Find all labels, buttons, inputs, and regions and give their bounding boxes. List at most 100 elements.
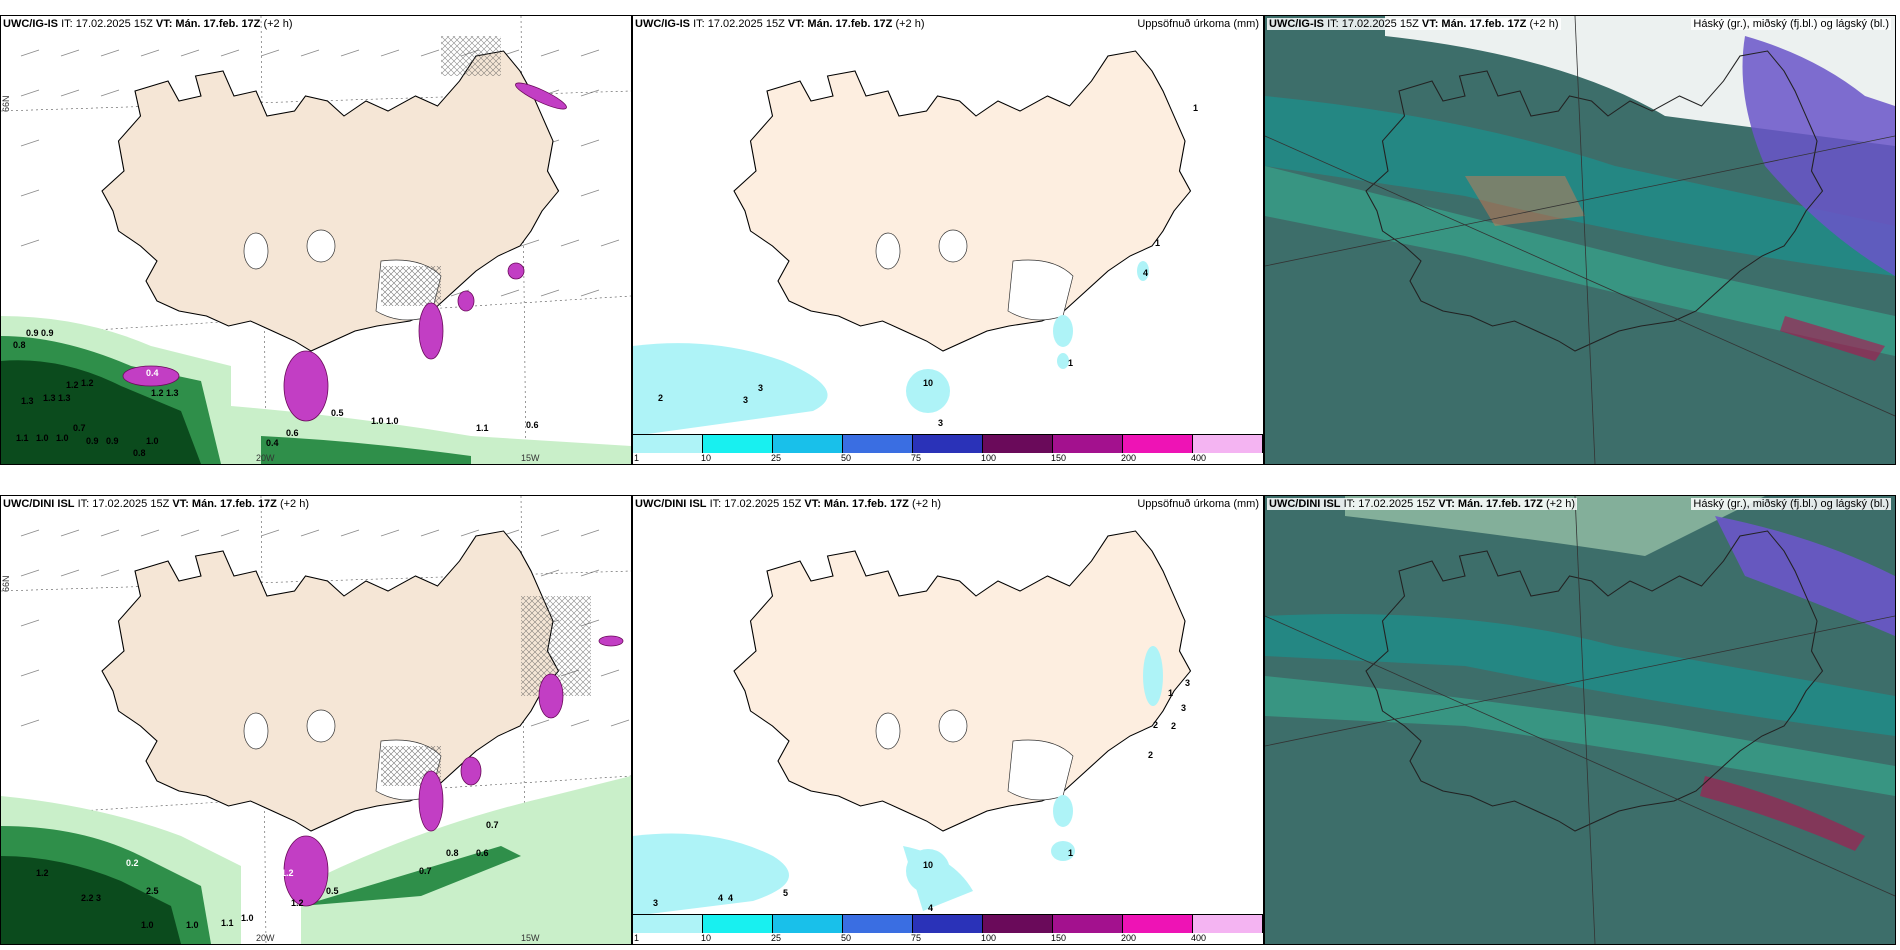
wind-label: 1.2 [66,380,79,390]
wind-label: 1.0 [241,913,254,923]
hatched-area [381,266,441,306]
precip-area [633,343,828,436]
lon-label-15w: 15W [521,453,540,463]
cb-swatch [1053,915,1123,933]
wind-value-labels: 1.2 0.2 2.2 3 2.5 1.0 1.0 1.2 1.0 0.5 0.… [36,820,499,930]
cb-tick: 1 [634,933,640,943]
cloud-band [1265,676,1895,796]
cb-swatch [1123,915,1193,933]
cb-tick: 75 [911,453,922,463]
clear-sky-area [1345,496,1765,556]
wind-map-panel-top: UWC/IG-IS IT: 17.02.2025 15Z VT: Mán. 17… [0,15,632,465]
cloud-band [1265,166,1895,356]
wind-label: 0.7 [419,866,432,876]
cb-tick: 100 [981,453,997,463]
panel-header: UWC/DINI ISL IT: 17.02.2025 15Z VT: Mán.… [635,498,942,510]
cb-tick: 25 [771,453,782,463]
cloud-title: Háský (gr.), miðský (fj.bl.) og lágský (… [1691,18,1891,30]
wind-label: 0.4 [266,438,279,448]
magenta-cells [283,635,624,907]
green-bands [1,776,631,944]
wind-label: 1.0 [36,433,49,443]
precip-label: 1 [1193,103,1198,113]
magenta-cells [122,82,567,422]
cb-swatch [773,435,843,453]
wind-value-labels: 0.9 0.9 0.8 0.4 1.3 1.2 1.3 1.3 1.2 1.3 … [13,328,539,458]
wind-map-svg: 0.9 0.9 0.8 0.4 1.3 1.2 1.3 1.3 1.2 1.3 … [1,16,631,464]
precip-label: 2 [1171,721,1176,731]
cb-swatch [843,915,913,933]
wind-label: 0.6 [526,420,539,430]
precip-label: 2 [658,393,663,403]
cloud-highlight [1465,176,1585,226]
cb-tick: 150 [1051,453,1067,463]
cb-swatch [773,915,843,933]
wind-map-panel-bottom: UWC/DINI ISL IT: 17.02.2025 15Z VT: Mán.… [0,495,632,945]
cb-swatch [913,915,983,933]
precip-label: 3 [1185,678,1190,688]
lon-label-15w: 15W [521,933,540,943]
wind-label: 0.2 [126,858,139,868]
cb-swatch [913,435,983,453]
wind-map-svg: 1.2 0.2 2.2 3 2.5 1.0 1.0 1.2 1.0 0.5 0.… [1,496,631,944]
wind-label: 0.5 [331,408,344,418]
precip-title: Uppsöfnuð úrkoma (mm) [1137,498,1259,510]
cb-swatch [843,435,913,453]
cloud-highlight [1780,316,1885,361]
cb-swatch [633,915,703,933]
wind-label: 1.2 [281,868,294,878]
lat-label-66n: 66N [1,575,11,592]
cb-swatch [633,435,703,453]
wind-label: 0.9 [106,436,119,446]
glaciers [875,229,1074,321]
wind-label: 1.3 1.3 [43,393,71,403]
wind-label: 1.2 [81,378,94,388]
cloud-title: Háský (gr.), miðský (fj.bl.) og lágský (… [1691,498,1891,510]
cb-tick: 50 [841,453,852,463]
panel-header: UWC/DINI ISL IT: 17.02.2025 15Z VT: Mán.… [1267,498,1578,510]
precip-map-panel-top: UWC/IG-IS IT: 17.02.2025 15Z VT: Mán. 17… [632,15,1264,465]
cb-tick: 150 [1051,933,1067,943]
precip-colorbar: 1 10 25 50 75 100 150 200 400 [633,434,1263,464]
precip-label: 1 [1068,358,1073,368]
wind-label: 0.8 [13,340,26,350]
precip-label: 2 [1153,720,1158,730]
precip-label: 1 [1155,238,1160,248]
iceland-landmass [101,50,560,352]
precip-patches [906,261,1149,413]
cb-tick: 10 [701,453,712,463]
wind-label: 1.2 1.3 [151,388,179,398]
precip-map-svg: 1 1 4 2 3 3 10 3 1 [633,50,1198,436]
lon-label-20w: 20W [256,453,275,463]
precip-patches [906,646,1163,893]
glaciers [875,709,1074,801]
wind-label: 0.6 [286,428,299,438]
cloud-map-panel-top: UWC/IG-IS IT: 17.02.2025 15Z VT: Mán. 17… [1264,15,1896,465]
cb-swatch [983,435,1053,453]
panel-header: UWC/IG-IS IT: 17.02.2025 15Z VT: Mán. 17… [3,18,293,30]
precip-map-panel-bottom: UWC/DINI ISL IT: 17.02.2025 15Z VT: Mán.… [632,495,1264,945]
precip-label: 3 [938,418,943,428]
iceland-landmass [733,50,1192,352]
precip-label: 1 [1068,848,1073,858]
precip-label: 4 [1143,268,1148,278]
cloud-band [1265,614,1895,736]
cb-tick: 50 [841,933,852,943]
hatched-area-north [441,36,501,76]
cloud-map-svg [1265,496,1895,944]
cb-tick: 400 [1191,453,1207,463]
cloud-map-svg [1265,16,1895,464]
precip-value-labels: 1 1 4 2 3 3 10 3 1 [658,103,1198,428]
cloud-band [1265,96,1895,276]
precip-label: 10 [923,378,933,388]
wind-label: 0.7 [73,423,86,433]
wind-label: 0.9 0.9 [26,328,54,338]
cloud-map-panel-bottom: UWC/DINI ISL IT: 17.02.2025 15Z VT: Mán.… [1264,495,1896,945]
high-cloud-area [1715,516,1895,636]
cb-tick: 200 [1121,453,1137,463]
precip-area [633,833,789,916]
iceland-landmass [101,530,560,832]
wind-label: 0.5 [326,886,339,896]
precip-label: 3 [743,395,748,405]
cb-tick: 400 [1191,933,1207,943]
